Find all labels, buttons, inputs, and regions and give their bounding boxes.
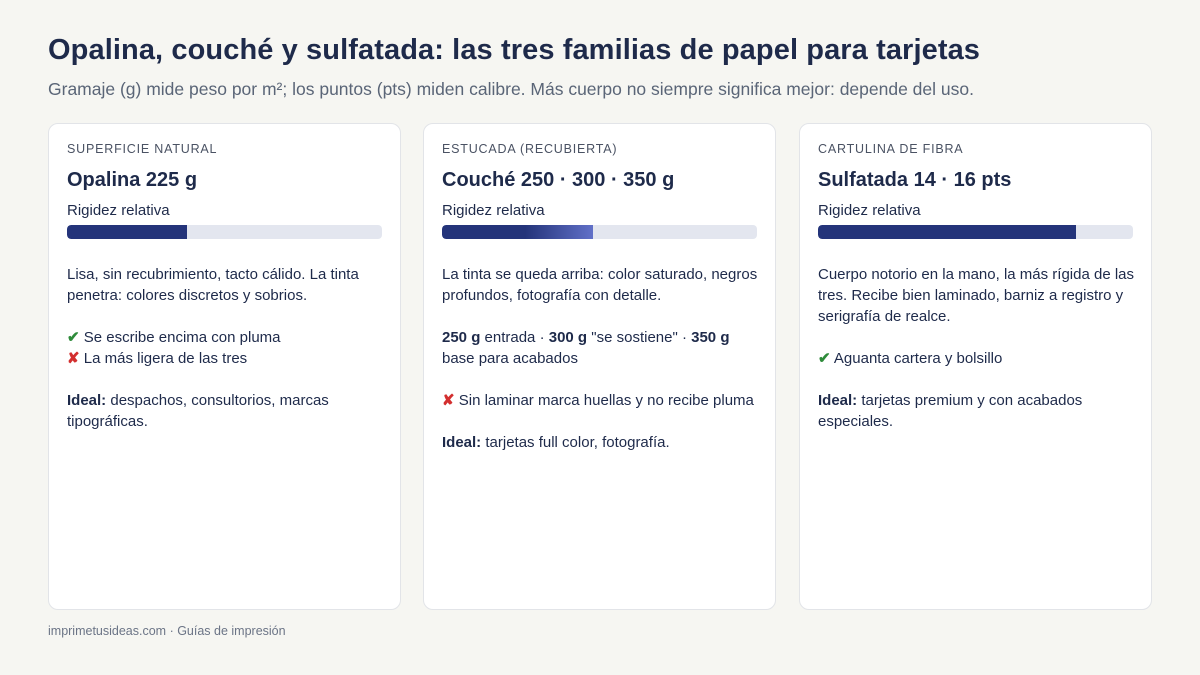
- page-subtitle: Gramaje (g) mide peso por m²; los puntos…: [48, 79, 974, 99]
- rigidity-bar: [818, 225, 1133, 239]
- card-description: Lisa, sin recubrimiento, tacto cálido. L…: [67, 266, 359, 304]
- ideal-label: Ideal:: [818, 392, 858, 409]
- ideal-label: Ideal:: [67, 392, 107, 409]
- ideal-use: Ideal: despachos, consultorios, marcas t…: [67, 390, 385, 432]
- pro-item: ✔ Se escribe encima con pluma: [67, 327, 385, 348]
- card-couche: ESTUCADA (RECUBIERTA) Couché 250 · 300 ·…: [423, 123, 776, 610]
- ideal-text: despachos, consultorios, marcas tipográf…: [67, 392, 329, 430]
- footer-credit: imprimetusideas.com · Guías de impresión: [48, 624, 286, 638]
- con-text: La más ligera de las tres: [83, 350, 248, 367]
- page-title: Opalina, couché y sulfatada: las tres fa…: [48, 34, 981, 66]
- con-text: Sin laminar marca huellas y no recibe pl…: [458, 392, 754, 409]
- rigidity-bar: [442, 225, 757, 239]
- weight-300: 300 g: [548, 329, 588, 346]
- pro-text: Aguanta cartera y bolsillo: [833, 350, 1003, 367]
- card-body: Cuerpo notorio en la mano, la más rígida…: [818, 264, 1136, 453]
- check-icon: ✔: [67, 329, 80, 346]
- cross-icon: ✘: [442, 392, 455, 409]
- card-title: Opalina 225 g: [67, 169, 198, 191]
- rigidity-bar-fill: [442, 225, 594, 239]
- check-icon: ✔: [818, 350, 831, 367]
- weight-350: 350 g: [691, 329, 730, 346]
- ideal-use: Ideal: tarjetas full color, fotografía.: [442, 432, 760, 453]
- pros-cons: ✔ Se escribe encima con pluma ✘ La más l…: [67, 327, 385, 369]
- ideal-label: Ideal:: [442, 434, 482, 451]
- rigidity-label: Rigidez relativa: [442, 202, 545, 219]
- card-title: Sulfatada 14 · 16 pts: [818, 169, 1012, 191]
- paper-cards: SUPERFICIE NATURAL Opalina 225 g Rigidez…: [48, 123, 1152, 610]
- weight-250-text: entrada ·: [480, 329, 549, 346]
- card-description: La tinta se queda arriba: color saturado…: [442, 266, 758, 304]
- con-item: ✘ Sin laminar marca huellas y no recibe …: [442, 390, 760, 411]
- ideal-use: Ideal: tarjetas premium y con acabados e…: [818, 390, 1136, 432]
- ideal-text: tarjetas premium y con acabados especial…: [818, 392, 1083, 430]
- rigidity-label: Rigidez relativa: [818, 202, 921, 219]
- rigidity-bar-fill: [818, 225, 1077, 239]
- card-body: La tinta se queda arriba: color saturado…: [442, 264, 760, 474]
- rigidity-bar-fill: [67, 225, 187, 239]
- rigidity-label: Rigidez relativa: [67, 202, 170, 219]
- weight-300-text: "se sostiene" ·: [587, 329, 692, 346]
- ideal-text: tarjetas full color, fotografía.: [485, 434, 670, 451]
- card-body: Lisa, sin recubrimiento, tacto cálido. L…: [67, 264, 385, 453]
- cross-icon: ✘: [67, 350, 80, 367]
- card-eyebrow: CARTULINA DE FIBRA: [818, 142, 964, 156]
- card-eyebrow: SUPERFICIE NATURAL: [67, 142, 218, 156]
- weight-250: 250 g: [442, 329, 481, 346]
- card-sulfatada: CARTULINA DE FIBRA Sulfatada 14 · 16 pts…: [799, 123, 1152, 610]
- card-eyebrow: ESTUCADA (RECUBIERTA): [442, 142, 618, 156]
- card-opalina: SUPERFICIE NATURAL Opalina 225 g Rigidez…: [48, 123, 401, 610]
- card-title: Couché 250 · 300 · 350 g: [442, 169, 675, 191]
- con-item: ✘ La más ligera de las tres: [67, 348, 385, 369]
- card-description: Cuerpo notorio en la mano, la más rígida…: [818, 266, 1135, 325]
- weights-note: 250 g entrada · 300 g "se sostiene" · 35…: [442, 327, 760, 369]
- pro-item: ✔ Aguanta cartera y bolsillo: [818, 348, 1136, 369]
- weight-350-text: base para acabados: [442, 350, 578, 367]
- rigidity-bar: [67, 225, 382, 239]
- pro-text: Se escribe encima con pluma: [83, 329, 281, 346]
